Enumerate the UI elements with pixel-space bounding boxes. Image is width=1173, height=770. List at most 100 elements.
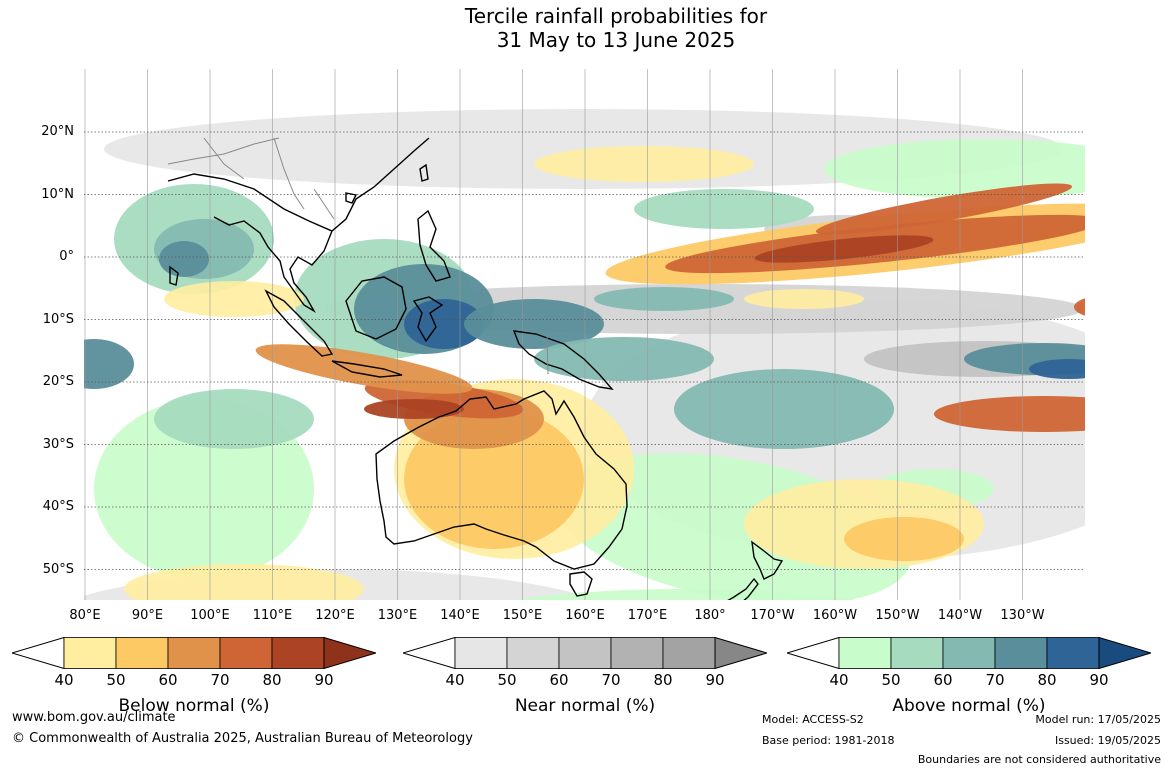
coastline-tasmania — [569, 571, 593, 597]
colorbar-segment — [454, 637, 508, 669]
colorbar-segment — [610, 637, 664, 669]
longitude-label: 130°W — [1000, 608, 1045, 623]
probability-patch — [159, 241, 209, 277]
probability-patch — [674, 369, 894, 449]
coastline-australia — [375, 390, 628, 570]
colorbar-segment — [558, 637, 612, 669]
longitude-label: 140°E — [440, 608, 480, 623]
colorbar-tick-label: 50 — [881, 671, 901, 689]
issued-date: Issued: 19/05/2025 — [1054, 734, 1161, 747]
coastline-sumatra — [264, 289, 334, 357]
colorbar-tick-label: 80 — [1037, 671, 1057, 689]
colorbar — [12, 637, 376, 669]
latitude-label: 0° — [59, 249, 74, 264]
probability-patch — [744, 289, 864, 309]
longitude-label: 170°E — [627, 608, 668, 623]
longitude-label: 160°E — [565, 608, 605, 623]
longitude-label: 100°E — [190, 608, 230, 623]
colorbar-title: Near normal (%) — [514, 696, 656, 716]
colorbar-tick-label: 70 — [210, 671, 230, 689]
coastline-java — [331, 360, 403, 378]
rainfall-probability-map — [84, 69, 1085, 600]
colorbar-tick-label: 60 — [933, 671, 953, 689]
colorbar-tick-label: 90 — [1089, 671, 1109, 689]
coastline-philippines — [417, 209, 451, 282]
latitude-label: 50°S — [42, 561, 74, 577]
colorbar-title: Below normal (%) — [118, 696, 270, 716]
country-borders — [167, 137, 549, 375]
probability-patch — [164, 281, 304, 317]
colorbar-segment — [662, 637, 716, 669]
colorbar-segment — [167, 637, 221, 669]
colorbar-high-extension — [714, 637, 767, 669]
map-title: Tercile rainfall probabilities for 31 Ma… — [0, 4, 1173, 52]
probability-patch — [464, 299, 604, 349]
colorbar-high-extension — [1098, 637, 1151, 669]
longitude-label: 150°E — [502, 608, 543, 623]
latitude-label: 20°N — [41, 124, 74, 139]
colorbar-high-extension — [323, 637, 376, 669]
probability-patch — [511, 589, 857, 600]
longitude-label: 80°E — [69, 608, 101, 623]
coastline-sri-lanka — [169, 265, 179, 286]
website-link[interactable]: www.bom.gov.au/climate — [12, 710, 176, 725]
probability-patch — [84, 339, 134, 389]
probability-patch — [634, 189, 814, 229]
colorbar-segment — [890, 637, 944, 669]
colorbar-tick-label: 90 — [314, 671, 334, 689]
longitude-label: 130°E — [377, 608, 418, 623]
colorbar-tick-label: 50 — [106, 671, 126, 689]
grid-lines — [84, 69, 1085, 600]
longitude-label: 180° — [694, 608, 726, 623]
coastline-borneo — [345, 276, 407, 340]
probability-patch — [1074, 298, 1085, 316]
probability-patch — [255, 344, 473, 394]
colorbar — [403, 637, 767, 669]
probability-patch — [815, 183, 1073, 235]
model-run-date: Model run: 17/05/2025 — [1035, 713, 1161, 726]
probability-patch — [754, 235, 934, 263]
title-line-1: Tercile rainfall probabilities for — [464, 4, 768, 28]
coastline-new-guinea — [512, 330, 614, 390]
colorbar-tick-label: 40 — [829, 671, 849, 689]
longitude-label: 160°W — [812, 608, 858, 623]
latitude-label: 30°S — [42, 436, 74, 452]
latitude-label: 20°S — [42, 374, 74, 389]
longitude-label: 170°W — [750, 608, 795, 623]
colorbar-tick-label: 70 — [985, 671, 1005, 689]
base-period: Base period: 1981-2018 — [762, 734, 895, 747]
colorbar-low-extension — [403, 637, 456, 669]
probability-patch — [594, 287, 734, 311]
probability-patch — [934, 396, 1085, 432]
colorbar-segment — [1046, 637, 1100, 669]
boundaries-disclaimer: Boundaries are not considered authoritat… — [917, 753, 1161, 766]
latitude-label: 10°N — [41, 186, 74, 202]
colorbar — [787, 637, 1151, 669]
colorbar-segment — [994, 637, 1048, 669]
colorbar-tick-label: 50 — [497, 671, 517, 689]
coastline-new-zealand-south — [727, 577, 759, 600]
probability-patch — [124, 564, 364, 600]
colorbar-tick-label: 40 — [54, 671, 74, 689]
colorbar-low-extension — [12, 637, 65, 669]
coastline-new-zealand-north — [751, 540, 784, 580]
colorbar-tick-label: 70 — [601, 671, 621, 689]
colorbar-tick-label: 80 — [262, 671, 282, 689]
probability-patch — [534, 337, 714, 381]
probability-patch — [824, 139, 1085, 199]
title-line-2: 31 May to 13 June 2025 — [496, 28, 736, 52]
longitude-label: 90°E — [131, 608, 164, 623]
colorbar-segment — [838, 637, 892, 669]
probability-patch — [844, 517, 964, 561]
colorbar-tick-label: 60 — [549, 671, 569, 689]
probability-patch — [1029, 359, 1085, 379]
colorbar-segment — [271, 637, 325, 669]
colorbar-title: Above normal (%) — [892, 696, 1046, 716]
longitude-label: 120°E — [315, 608, 355, 623]
latitude-label: 40°S — [42, 499, 74, 514]
colorbar-segment — [219, 637, 273, 669]
colorbar-segment — [942, 637, 996, 669]
coastline-hainan — [345, 192, 358, 204]
colorbar-tick-label: 80 — [653, 671, 673, 689]
copyright-text: © Commonwealth of Australia 2025, Austra… — [12, 731, 473, 746]
